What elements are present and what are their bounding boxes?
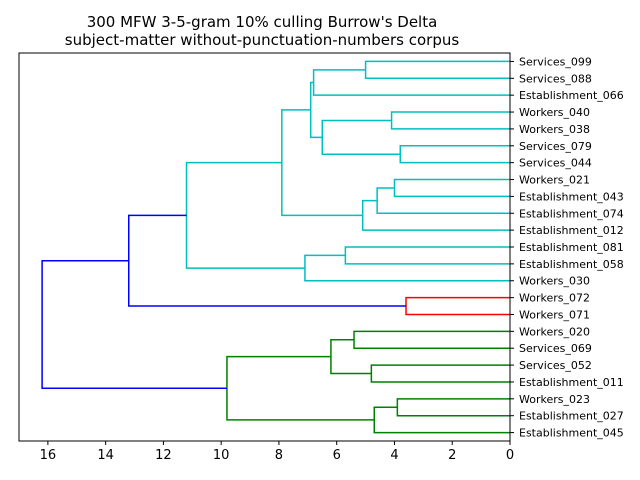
dendrogram-link bbox=[344, 246, 510, 265]
dendrogram-link bbox=[396, 398, 510, 417]
dendrogram-link bbox=[370, 364, 510, 383]
dendrogram-link bbox=[330, 339, 372, 375]
dendrogram-link bbox=[309, 81, 323, 139]
x-tick-label: 12 bbox=[155, 448, 172, 463]
leaf-label: Workers_020 bbox=[519, 325, 590, 338]
leaf-label: Services_052 bbox=[519, 359, 592, 372]
chart-title-line-1: 300 MFW 3-5-gram 10% culling Burrow's De… bbox=[87, 13, 438, 31]
dendrogram-link bbox=[128, 214, 407, 307]
leaf-label: Establishment_045 bbox=[519, 427, 624, 440]
leaf-label: Establishment_074 bbox=[519, 207, 624, 220]
leaf-label: Services_044 bbox=[519, 157, 592, 170]
x-tick-label: 6 bbox=[333, 448, 341, 463]
x-axis-ticks: 16 14 12 10 8 6 4 2 0 bbox=[40, 441, 514, 463]
leaf-label: Establishment_011 bbox=[519, 376, 624, 389]
leaf-label: Services_099 bbox=[519, 55, 592, 68]
leaf-label: Establishment_081 bbox=[519, 241, 624, 254]
leaf-label: Workers_021 bbox=[519, 174, 590, 187]
chart-title-line-2: subject-matter without-punctuation-numbe… bbox=[65, 31, 460, 49]
x-tick-label: 10 bbox=[213, 448, 230, 463]
dendrogram-link bbox=[390, 111, 510, 130]
dendrogram-link bbox=[321, 119, 401, 155]
leaf-labels: Services_099 Services_088 Establishment_06… bbox=[510, 55, 624, 440]
dendrogram-link bbox=[41, 259, 227, 390]
leaf-label: Services_079 bbox=[519, 140, 592, 153]
leaf-label: Workers_038 bbox=[519, 123, 590, 136]
leaf-label: Workers_072 bbox=[519, 292, 590, 305]
dendrogram-link bbox=[312, 69, 510, 96]
dendrogram-link bbox=[185, 161, 305, 269]
x-tick-label: 14 bbox=[97, 448, 114, 463]
dendrogram-link bbox=[373, 406, 510, 434]
dendrogram-link bbox=[393, 178, 510, 198]
leaf-label: Establishment_066 bbox=[519, 89, 624, 102]
x-tick-label: 0 bbox=[506, 448, 514, 463]
leaf-label: Services_069 bbox=[519, 342, 592, 355]
leaf-label: Establishment_058 bbox=[519, 258, 624, 271]
dendrogram-link bbox=[304, 254, 510, 282]
leaf-label: Services_088 bbox=[519, 72, 592, 85]
x-tick-label: 4 bbox=[390, 448, 398, 463]
leaf-label: Establishment_027 bbox=[519, 410, 624, 423]
dendrogram-link bbox=[361, 199, 510, 231]
dendrogram-link bbox=[364, 60, 510, 80]
dendrogram-link bbox=[405, 296, 510, 316]
leaf-label: Establishment_043 bbox=[519, 190, 624, 203]
leaf-label: Establishment_012 bbox=[519, 224, 624, 237]
dendrogram-link bbox=[226, 355, 375, 421]
dendrogram-link bbox=[353, 330, 510, 349]
leaf-label: Workers_071 bbox=[519, 308, 590, 321]
x-tick-label: 2 bbox=[448, 448, 456, 463]
leaf-label: Workers_030 bbox=[519, 275, 590, 288]
dendrogram-link bbox=[399, 145, 510, 164]
x-tick-label: 8 bbox=[275, 448, 283, 463]
dendrogram-link bbox=[376, 187, 510, 215]
dendrogram-links bbox=[41, 60, 510, 434]
leaf-label: Workers_040 bbox=[519, 106, 590, 119]
leaf-label: Workers_023 bbox=[519, 393, 590, 406]
x-tick-label: 16 bbox=[40, 448, 57, 463]
